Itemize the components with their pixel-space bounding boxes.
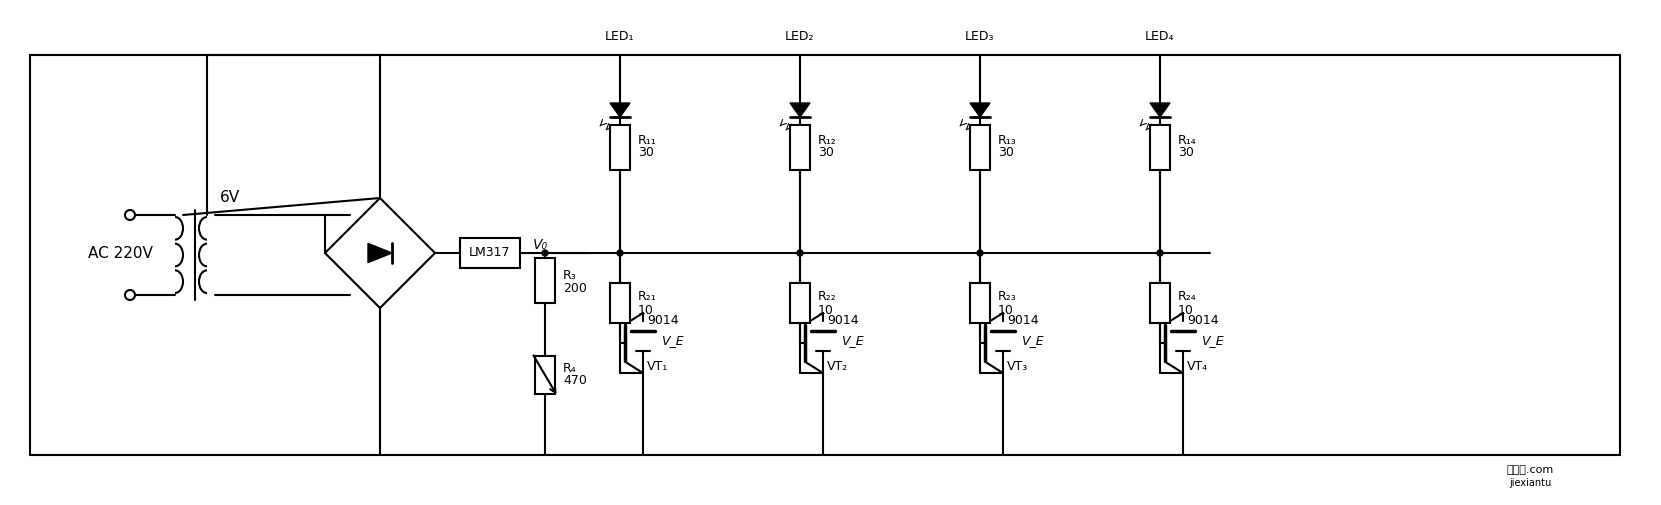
Bar <box>610 283 630 323</box>
Text: VT₂: VT₂ <box>827 360 849 373</box>
Text: 10: 10 <box>1178 304 1194 317</box>
Polygon shape <box>970 103 990 117</box>
Text: V₀: V₀ <box>533 238 548 252</box>
Text: R₄: R₄ <box>563 363 576 376</box>
Text: 10: 10 <box>998 304 1013 317</box>
Circle shape <box>1158 250 1163 256</box>
Bar <box>535 356 555 394</box>
Circle shape <box>797 250 802 256</box>
Text: VT₁: VT₁ <box>648 360 668 373</box>
Text: VT₃: VT₃ <box>1007 360 1028 373</box>
Text: 30: 30 <box>817 146 834 160</box>
Bar <box>610 125 630 170</box>
Bar <box>970 283 990 323</box>
Bar <box>970 125 990 170</box>
Text: V_E: V_E <box>1022 334 1043 347</box>
Text: 9014: 9014 <box>827 314 859 327</box>
Text: 6V: 6V <box>219 189 241 205</box>
Text: 9014: 9014 <box>648 314 679 327</box>
Text: V_E: V_E <box>840 334 864 347</box>
Text: 200: 200 <box>563 282 586 295</box>
Polygon shape <box>1149 103 1169 117</box>
Text: R₁₁: R₁₁ <box>638 134 656 147</box>
Text: LED₄: LED₄ <box>1144 30 1174 43</box>
Text: VT₄: VT₄ <box>1188 360 1208 373</box>
Polygon shape <box>369 243 392 263</box>
Text: 接线图.com: 接线图.com <box>1507 465 1553 475</box>
Text: 9014: 9014 <box>1007 314 1038 327</box>
Text: 30: 30 <box>638 146 654 160</box>
Polygon shape <box>791 103 811 117</box>
Text: 30: 30 <box>1178 146 1194 160</box>
Circle shape <box>541 250 548 256</box>
Bar <box>535 258 555 303</box>
Text: LED₁: LED₁ <box>605 30 635 43</box>
Text: R₁₄: R₁₄ <box>1178 134 1196 147</box>
Text: R₂₁: R₂₁ <box>638 290 656 304</box>
Text: R₂₂: R₂₂ <box>817 290 837 304</box>
Bar <box>791 125 811 170</box>
Text: R₂₃: R₂₃ <box>998 290 1017 304</box>
Bar <box>791 283 811 323</box>
Text: 9014: 9014 <box>1188 314 1219 327</box>
Bar <box>1149 283 1169 323</box>
Text: 30: 30 <box>998 146 1013 160</box>
Circle shape <box>616 250 623 256</box>
Text: jiexiantu: jiexiantu <box>1508 478 1551 488</box>
Bar <box>1149 125 1169 170</box>
Text: 10: 10 <box>638 304 654 317</box>
Text: R₁₃: R₁₃ <box>998 134 1017 147</box>
Text: 470: 470 <box>563 375 586 387</box>
Polygon shape <box>610 103 630 117</box>
Text: V_E: V_E <box>661 334 684 347</box>
Text: R₃: R₃ <box>563 269 576 282</box>
Text: AC 220V: AC 220V <box>88 245 153 261</box>
Text: LED₃: LED₃ <box>965 30 995 43</box>
Circle shape <box>977 250 983 256</box>
Text: R₂₄: R₂₄ <box>1178 290 1196 304</box>
Text: R₁₂: R₁₂ <box>817 134 837 147</box>
Text: LM317: LM317 <box>470 246 510 260</box>
Text: 10: 10 <box>817 304 834 317</box>
Text: LED₂: LED₂ <box>786 30 816 43</box>
Bar <box>460 238 520 268</box>
Text: V_E: V_E <box>1201 334 1224 347</box>
